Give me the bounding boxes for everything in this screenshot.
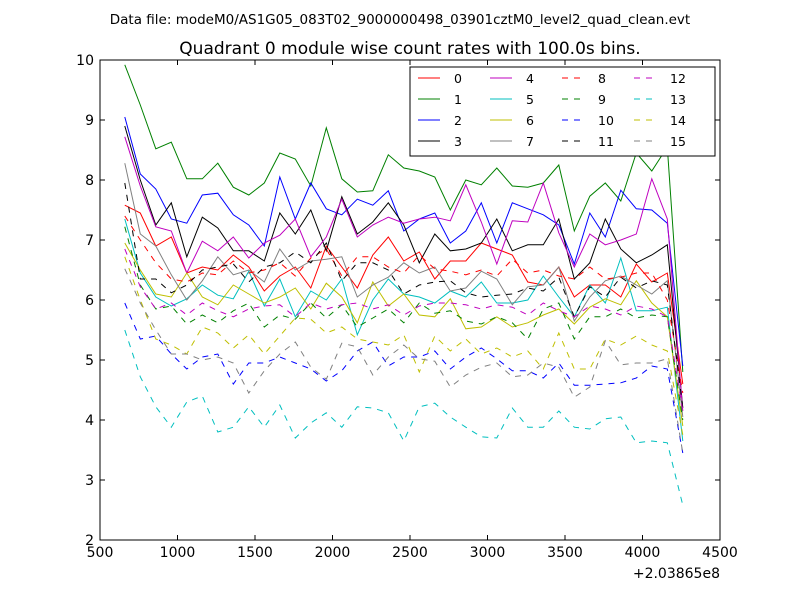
series-line-6 [124, 242, 684, 427]
x-tick-label: 1000 [160, 545, 196, 561]
legend-label-3: 3 [454, 134, 462, 149]
series-line-8 [124, 215, 684, 394]
x-tick-label: 2000 [315, 545, 351, 561]
legend-label-9: 9 [598, 92, 606, 107]
legend-label-14: 14 [670, 113, 686, 128]
series-line-14 [124, 256, 684, 436]
series-line-15 [124, 268, 684, 454]
legend-label-11: 11 [598, 134, 614, 149]
series-line-10 [124, 302, 684, 454]
y-tick-label: 5 [85, 353, 94, 369]
y-tick-label: 8 [85, 173, 94, 189]
legend-label-1: 1 [454, 92, 462, 107]
series-line-13 [124, 329, 684, 506]
y-tick-label: 2 [85, 533, 94, 549]
x-tick-label: 4500 [702, 545, 738, 561]
legend-label-6: 6 [526, 113, 534, 128]
series-line-12 [124, 248, 684, 412]
x-tick-label: 500 [87, 545, 114, 561]
x-tick-label: 3000 [470, 545, 506, 561]
x-axis-offset-label: +2.03865e8 [633, 566, 720, 582]
y-tick-label: 7 [85, 233, 94, 249]
legend-label-4: 4 [526, 71, 534, 86]
legend-label-7: 7 [526, 134, 534, 149]
series-line-7 [124, 163, 684, 418]
series-line-4 [124, 136, 684, 412]
x-tick-label: 3500 [547, 545, 583, 561]
x-tick-label: 4000 [625, 545, 661, 561]
series-line-9 [124, 226, 684, 421]
chart-title: Quadrant 0 module wise count rates with … [179, 39, 640, 59]
legend-label-13: 13 [670, 92, 686, 107]
y-tick-label: 10 [76, 53, 94, 69]
legend-label-8: 8 [598, 71, 606, 86]
y-tick-label: 3 [85, 473, 94, 489]
x-tick-label: 2500 [392, 545, 428, 561]
y-tick-label: 9 [85, 113, 94, 129]
plot-area: 500 1000 1500 2000 2500 3000 3500 4000 4500 2 3 4 5 6… [76, 53, 738, 561]
legend-label-2: 2 [454, 113, 462, 128]
y-tick-label: 6 [85, 293, 94, 309]
series-line-2 [124, 116, 684, 367]
series-line-11 [124, 182, 684, 409]
series-line-3 [124, 125, 684, 409]
datafile-caption: Data file: modeM0/AS1G05_083T02_90000004… [110, 12, 690, 28]
series-lines [124, 64, 684, 506]
legend-label-12: 12 [670, 71, 686, 86]
x-tick-label: 1500 [237, 545, 273, 561]
legend-label-5: 5 [526, 92, 534, 107]
legend-label-0: 0 [454, 71, 462, 86]
y-tick-label: 4 [85, 413, 94, 429]
legend-label-15: 15 [670, 134, 686, 149]
series-line-1 [124, 64, 684, 373]
series-line-5 [124, 218, 684, 442]
legend-label-10: 10 [598, 113, 614, 128]
